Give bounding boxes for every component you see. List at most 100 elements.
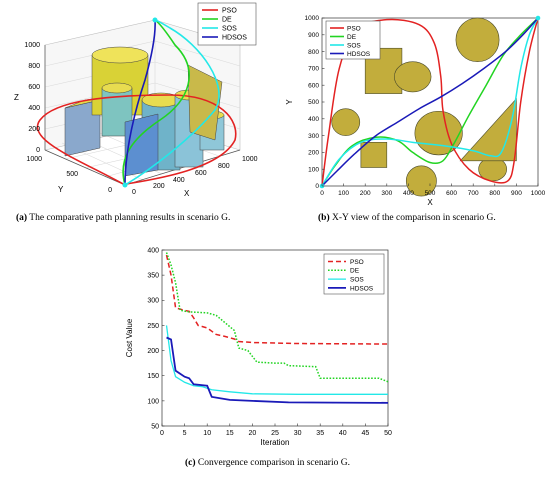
x-tick: 0 (132, 189, 136, 196)
y-axis-label: Y (58, 185, 64, 194)
y-tick-label: 200 (147, 348, 159, 355)
x-tick-label: 25 (271, 430, 279, 437)
y-tick-label: 900 (308, 32, 319, 39)
x-tick-label: 500 (425, 190, 436, 197)
y-tick: 0 (108, 187, 112, 194)
series-pso (165, 254, 389, 345)
x-tick: 600 (195, 170, 207, 177)
panel-b-xy-chart: 0 100 200 300 400 500 600 700 800 900 1000 0 100 200 3… (285, 15, 546, 207)
caption-a: (a) The comparative path planning result… (16, 213, 231, 223)
caption-c: (c) Convergence comparison in scenario G… (185, 458, 350, 468)
x-tick: 1000 (242, 156, 258, 163)
x-axis-label: X (184, 189, 190, 198)
series-hdsos (166, 336, 389, 404)
x-tick-label: 50 (384, 430, 392, 437)
legend-label: DE (350, 268, 360, 275)
legend-label: HDSOS (222, 35, 247, 42)
y-tick-label: 150 (147, 373, 159, 380)
x-axis-label: Iteration (261, 438, 290, 447)
series-de (165, 252, 389, 383)
x-tick-label: 10 (203, 430, 211, 437)
y-tick-label: 400 (308, 116, 319, 123)
x-tick-label: 45 (362, 430, 370, 437)
z-tick: 800 (28, 63, 40, 70)
y-tick-label: 100 (308, 166, 319, 173)
x-tick-label: 100 (338, 190, 349, 197)
y-tick-label: 800 (308, 49, 319, 56)
legend-label: HDSOS (347, 51, 371, 58)
x-tick-label: 900 (511, 190, 522, 197)
x-axis-label: X (427, 198, 433, 207)
obstacle (455, 17, 500, 62)
z-tick: 0 (36, 147, 40, 154)
y-tick-label: 100 (147, 398, 159, 405)
x-tick: 800 (218, 163, 230, 170)
path3d-hdsos (124, 19, 156, 186)
x-tick-label: 200 (360, 190, 371, 197)
caption-b: (b) X-Y view of the comparison in scenar… (318, 213, 496, 223)
y-tick: 1000 (26, 156, 42, 163)
y-tick-label: 300 (147, 298, 159, 305)
legend-label: SOS (347, 42, 361, 49)
x-tick-label: 15 (226, 430, 234, 437)
y-tick-label: 300 (308, 133, 319, 140)
x-tick: 400 (173, 177, 185, 184)
panel-c-convergence-chart: 0 5 10 15 20 25 30 35 40 45 50 50 100 150 200 250 300 350… (125, 247, 392, 447)
series-hdsos (321, 17, 539, 187)
x-tick-label: 300 (381, 190, 392, 197)
x-tick-label: 0 (160, 430, 164, 437)
series-sos (321, 17, 539, 187)
z-tick: 600 (28, 84, 40, 91)
obstacle (459, 97, 517, 162)
y-tick-label: 700 (308, 66, 319, 73)
y-tick: 500 (66, 171, 78, 178)
panel-a-legend: PSO DE SOS HDSOS (197, 2, 257, 46)
legend-label: DE (222, 17, 232, 24)
y-tick-label: 200 (308, 150, 319, 157)
z-tick: 400 (28, 105, 40, 112)
y-tick-label: 600 (308, 82, 319, 89)
legend-label: PSO (347, 25, 361, 32)
legend-label: PSO (222, 8, 237, 15)
x-tick-label: 35 (316, 430, 324, 437)
path3d-sos (124, 19, 220, 186)
series-sos (165, 325, 388, 395)
panel-a-3d-chart: 0 200 400 600 800 1000 Z 0 500 1000 Y 0 … (14, 2, 258, 198)
y-tick-label: 400 (147, 247, 159, 254)
obstacle (360, 142, 388, 168)
x-tick: 200 (153, 183, 165, 190)
y-tick-label: 350 (147, 273, 159, 280)
x-tick-label: 1000 (531, 190, 546, 197)
x-tick-label: 400 (403, 190, 414, 197)
x-tick-label: 700 (468, 190, 479, 197)
obstacle-cylinder-top (91, 46, 149, 64)
x-tick-label: 600 (446, 190, 457, 197)
legend-label: SOS (222, 26, 237, 33)
z-tick: 1000 (24, 42, 40, 49)
y-tick-label: 500 (308, 99, 319, 106)
goal-marker (152, 17, 158, 23)
legend-label: SOS (350, 277, 364, 284)
x-tick-label: 0 (320, 190, 324, 197)
legend-label: DE (347, 34, 357, 41)
x-tick-label: 5 (183, 430, 187, 437)
start-marker (122, 182, 128, 188)
y-tick-label: 50 (151, 423, 159, 430)
goal-marker (535, 15, 541, 21)
x-tick-label: 40 (339, 430, 347, 437)
obstacle (414, 110, 463, 156)
legend-label: HDSOS (350, 285, 374, 292)
path3d-pso (36, 94, 237, 186)
series-de (321, 17, 539, 187)
y-tick-label: 250 (147, 323, 159, 330)
obstacle-pyramid (187, 64, 223, 141)
x-tick-label: 800 (489, 190, 500, 197)
y-axis-label: Y (285, 99, 294, 105)
obstacle (394, 61, 432, 93)
legend-label: PSO (350, 259, 364, 266)
obstacle (405, 165, 437, 197)
obstacle (331, 108, 361, 136)
z-tick: 200 (28, 126, 40, 133)
